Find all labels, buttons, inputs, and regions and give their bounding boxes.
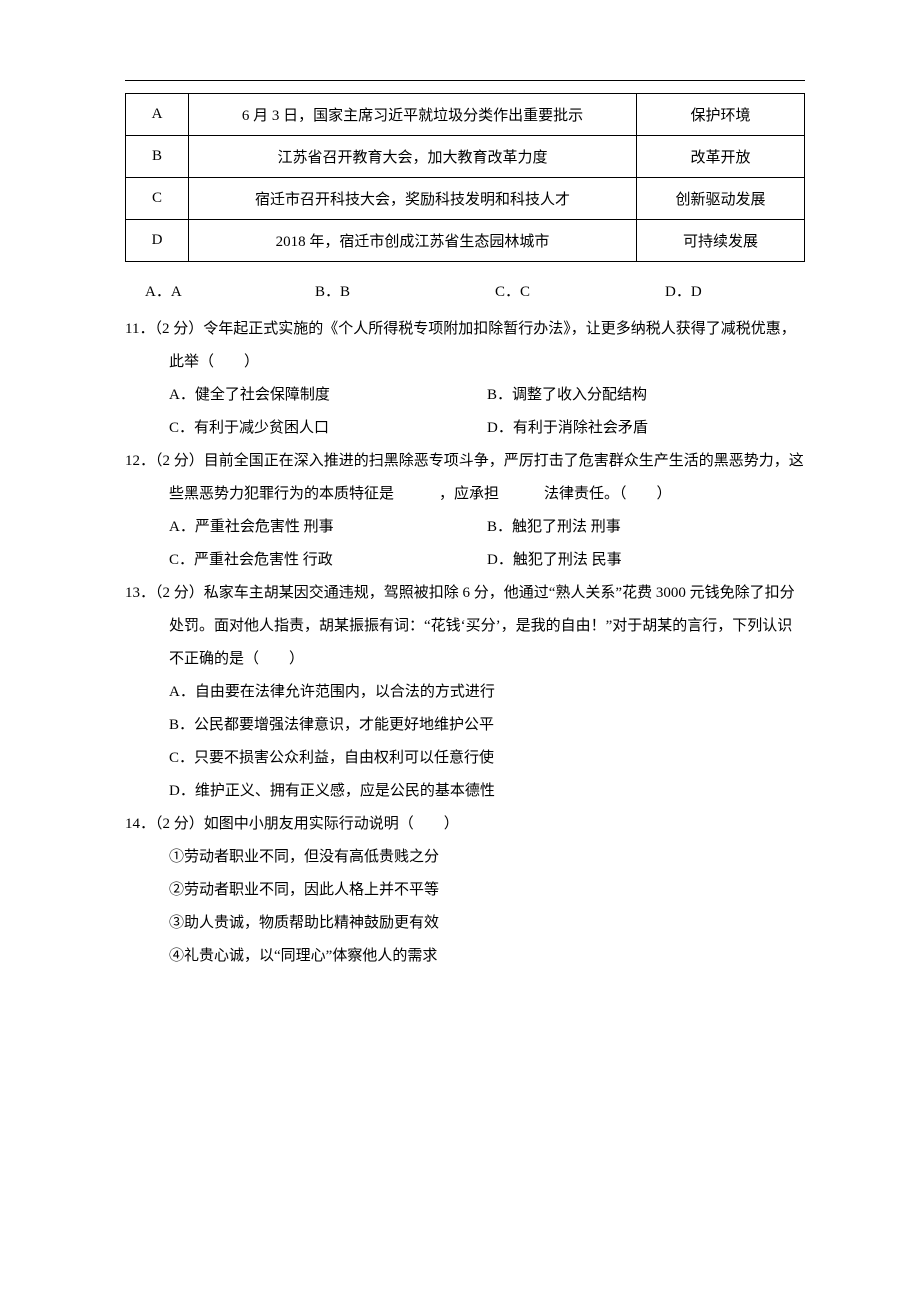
row-news: 6 月 3 日，国家主席习近平就垃圾分类作出重要批示 (189, 94, 637, 136)
question-options: A．自由要在法律允许范围内，以合法的方式进行 B．公民都要增强法律意识，才能更好… (125, 676, 805, 808)
option-a: A．严重社会危害性 刑事 (169, 511, 487, 544)
question-12: 12．（2 分）目前全国正在深入推进的扫黑除恶专项斗争，严厉打击了危害群众生产生… (125, 445, 805, 577)
row-strategy: 保护环境 (637, 94, 805, 136)
table-row: D 2018 年，宿迁市创成江苏省生态园林城市 可持续发展 (126, 220, 805, 262)
statement-3: ③助人贵诚，物质帮助比精神鼓励更有效 (125, 907, 805, 940)
question-13: 13．（2 分）私家车主胡某因交通违规，驾照被扣除 6 分，他通过“熟人关系”花… (125, 577, 805, 808)
choice-d: D．D (665, 276, 702, 309)
statement-2: ②劳动者职业不同，因此人格上并不平等 (125, 874, 805, 907)
row-strategy: 改革开放 (637, 136, 805, 178)
question-stem: 12．（2 分）目前全国正在深入推进的扫黑除恶专项斗争，严厉打击了危害群众生产生… (125, 445, 805, 511)
option-b: B．公民都要增强法律意识，才能更好地维护公平 (169, 709, 805, 742)
row-key: A (126, 94, 189, 136)
question-stem: 13．（2 分）私家车主胡某因交通违规，驾照被扣除 6 分，他通过“熟人关系”花… (125, 577, 805, 676)
option-d: D．维护正义、拥有正义感，应是公民的基本德性 (169, 775, 805, 808)
question-stem: 11．（2 分）令年起正式实施的《个人所得税专项附加扣除暂行办法》，让更多纳税人… (125, 313, 805, 379)
option-b: B．调整了收入分配结构 (487, 379, 805, 412)
question-stem: 14．（2 分）如图中小朋友用实际行动说明（ ） (125, 808, 805, 841)
question-11: 11．（2 分）令年起正式实施的《个人所得税专项附加扣除暂行办法》，让更多纳税人… (125, 313, 805, 445)
row-key: D (126, 220, 189, 262)
row-strategy: 创新驱动发展 (637, 178, 805, 220)
option-a: A．自由要在法律允许范围内，以合法的方式进行 (169, 676, 805, 709)
option-b: B．触犯了刑法 刑事 (487, 511, 805, 544)
question-14: 14．（2 分）如图中小朋友用实际行动说明（ ） ①劳动者职业不同，但没有高低贵… (125, 808, 805, 973)
choice-b: B．B (315, 276, 495, 309)
row-key: B (126, 136, 189, 178)
exam-page: A 6 月 3 日，国家主席习近平就垃圾分类作出重要批示 保护环境 B 江苏省召… (0, 0, 920, 1302)
question-options: A．健全了社会保障制度 B．调整了收入分配结构 C．有利于减少贫困人口 D．有利… (125, 379, 805, 445)
row-news: 江苏省召开教育大会，加大教育改革力度 (189, 136, 637, 178)
news-strategy-table: A 6 月 3 日，国家主席习近平就垃圾分类作出重要批示 保护环境 B 江苏省召… (125, 93, 805, 262)
row-strategy: 可持续发展 (637, 220, 805, 262)
row-news: 2018 年，宿迁市创成江苏省生态园林城市 (189, 220, 637, 262)
statement-1: ①劳动者职业不同，但没有高低贵贱之分 (125, 841, 805, 874)
table-row: A 6 月 3 日，国家主席习近平就垃圾分类作出重要批示 保护环境 (126, 94, 805, 136)
option-d: D．有利于消除社会矛盾 (487, 412, 805, 445)
choice-c: C．C (495, 276, 665, 309)
row-key: C (126, 178, 189, 220)
table-row: B 江苏省召开教育大会，加大教育改革力度 改革开放 (126, 136, 805, 178)
statement-4: ④礼贵心诚，以“同理心”体察他人的需求 (125, 940, 805, 973)
row-news: 宿迁市召开科技大会，奖励科技发明和科技人才 (189, 178, 637, 220)
option-c: C．严重社会危害性 行政 (169, 544, 487, 577)
table-row: C 宿迁市召开科技大会，奖励科技发明和科技人才 创新驱动发展 (126, 178, 805, 220)
top-divider (125, 80, 805, 81)
answer-choices-row: A．A B．B C．C D．D (125, 272, 805, 313)
question-options: A．严重社会危害性 刑事 B．触犯了刑法 刑事 C．严重社会危害性 行政 D．触… (125, 511, 805, 577)
option-c: C．有利于减少贫困人口 (169, 412, 487, 445)
choice-a: A．A (145, 276, 315, 309)
option-d: D．触犯了刑法 民事 (487, 544, 805, 577)
option-a: A．健全了社会保障制度 (169, 379, 487, 412)
option-c: C．只要不损害公众利益，自由权利可以任意行使 (169, 742, 805, 775)
